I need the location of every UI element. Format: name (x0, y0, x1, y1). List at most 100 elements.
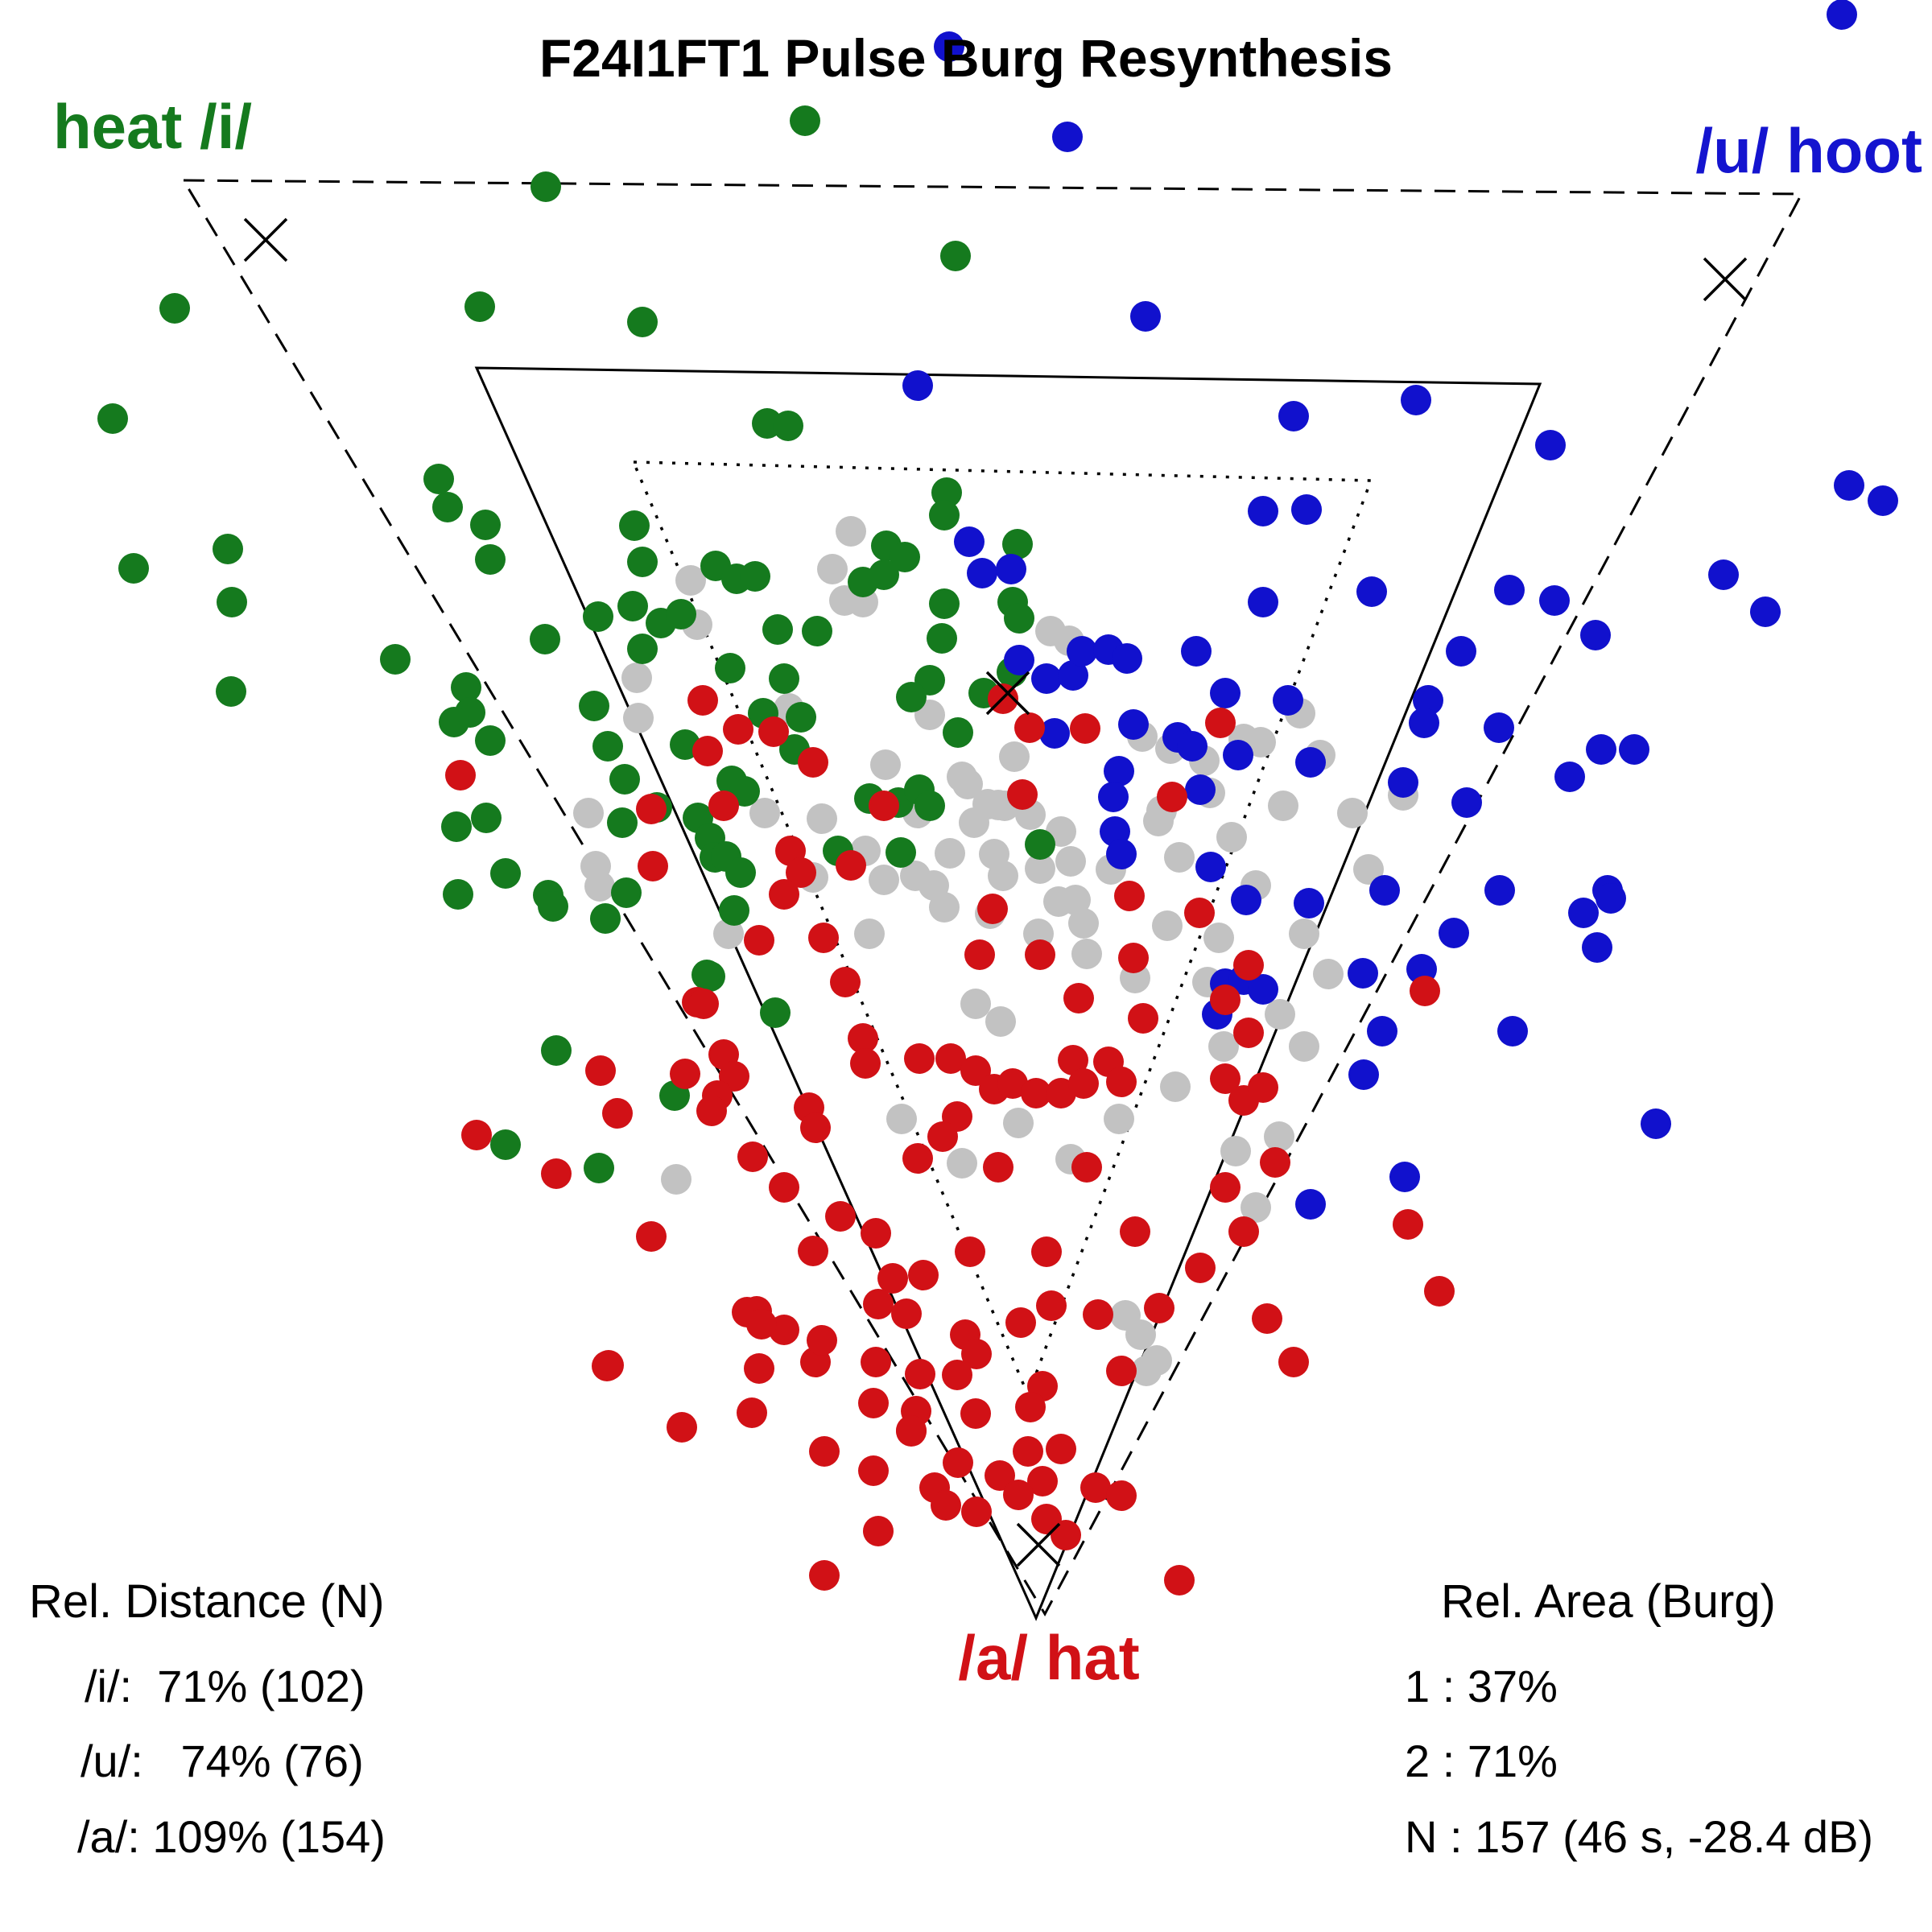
data-point-hoot-u (1112, 643, 1142, 674)
data-point-heat-i (890, 542, 920, 572)
data-point-hat-a (696, 1096, 727, 1126)
data-point-hat-a (1424, 1276, 1455, 1307)
data-point-resynthesis-N (1071, 939, 1102, 969)
data-point-hoot-u (1586, 734, 1616, 765)
data-point-hat-a (955, 1236, 985, 1267)
data-point-heat-i (790, 105, 820, 136)
data-point-heat-i (1004, 603, 1034, 634)
rel-area-heading: Rel. Area (Burg) (1441, 1575, 1776, 1628)
data-point-hoot-u (1834, 470, 1864, 501)
data-point-hat-a (902, 1143, 933, 1174)
data-point-heat-i (590, 903, 621, 934)
data-point-hat-a (1106, 1356, 1137, 1386)
data-point-hat-a (960, 1398, 991, 1429)
data-point-hat-a (985, 1460, 1015, 1491)
data-point-hat-a (825, 1201, 856, 1232)
data-point-hat-a (1005, 1307, 1036, 1338)
data-point-heat-i (490, 858, 521, 889)
data-point-heat-i (611, 877, 642, 908)
rel-distance-row-i: /i/: 71% (102) (85, 1661, 365, 1711)
data-point-hat-a (800, 1113, 831, 1143)
data-point-hat-a (1068, 1068, 1099, 1099)
data-point-hat-a (943, 1447, 973, 1478)
data-point-hat-a (1128, 1003, 1158, 1034)
data-point-heat-i (627, 547, 658, 577)
data-point-resynthesis-N (1025, 853, 1055, 884)
data-point-resynthesis-N (1289, 919, 1319, 949)
data-point-hat-a (1120, 1216, 1150, 1247)
data-point-hat-a (931, 1490, 961, 1521)
data-point-heat-i (541, 1035, 572, 1066)
mean-cross-marker (243, 217, 288, 262)
data-point-hoot-u (1708, 559, 1739, 590)
data-point-hat-a (1071, 1152, 1102, 1183)
data-point-heat-i (97, 403, 128, 434)
data-point-heat-i (1002, 529, 1033, 559)
data-point-hat-a (1031, 1236, 1062, 1267)
data-point-heat-i (432, 492, 463, 522)
data-point-hat-a (861, 1347, 891, 1377)
data-point-hoot-u (1348, 958, 1378, 989)
data-point-resynthesis-N (1337, 798, 1368, 828)
data-point-hat-a (850, 1048, 881, 1079)
data-point-resynthesis-N (1003, 1108, 1034, 1138)
data-point-hat-a (848, 1023, 878, 1054)
data-point-hat-a (585, 1055, 616, 1086)
data-point-hoot-u (1185, 774, 1216, 805)
data-point-heat-i (118, 553, 149, 584)
data-point-heat-i (470, 510, 501, 540)
data-point-hoot-u (1539, 585, 1570, 616)
data-point-heat-i (490, 1129, 521, 1160)
data-point-hoot-u (1497, 1016, 1528, 1046)
data-point-heat-i (715, 653, 745, 683)
data-point-hoot-u (1369, 875, 1400, 906)
data-point-hoot-u (1130, 301, 1161, 332)
data-point-hat-a (602, 1098, 633, 1129)
data-point-hat-a (1058, 1045, 1088, 1075)
data-point-resynthesis-N (1152, 910, 1183, 941)
data-point-hoot-u (1827, 0, 1857, 30)
data-point-hat-a (927, 1121, 958, 1152)
data-point-resynthesis-N (807, 803, 837, 834)
chart-title: F24I1FT1 Pulse Burg Resynthesis (539, 28, 1393, 88)
data-point-resynthesis-N (1353, 854, 1384, 885)
data-point-hoot-u (1389, 1162, 1420, 1192)
data-point-heat-i (929, 588, 960, 619)
data-point-hat-a (1025, 939, 1055, 970)
data-point-resynthesis-N (1241, 1192, 1271, 1223)
data-point-resynthesis-N (749, 798, 780, 828)
data-point-resynthesis-N (886, 1104, 917, 1134)
data-point-heat-i (592, 731, 623, 762)
data-point-heat-i (740, 561, 770, 592)
data-point-hat-a (758, 716, 789, 747)
data-point-hat-a (891, 1298, 922, 1329)
data-point-heat-i (475, 544, 506, 575)
data-point-heat-i (441, 811, 472, 842)
data-point-heat-i (929, 500, 960, 530)
data-point-resynthesis-N (1160, 1071, 1191, 1102)
data-point-hat-a (1106, 1480, 1137, 1511)
data-point-hat-a (863, 1516, 894, 1546)
data-point-heat-i (719, 895, 749, 926)
data-point-heat-i (579, 691, 609, 721)
series-hat-a (445, 683, 1455, 1596)
data-point-hoot-u (1118, 709, 1149, 740)
data-point-hat-a (687, 685, 718, 716)
data-point-hat-a (1021, 1078, 1051, 1108)
data-point-hat-a (1070, 713, 1100, 744)
data-point-resynthesis-N (623, 703, 654, 733)
data-point-resynthesis-N (869, 865, 899, 895)
data-point-hat-a (1051, 1520, 1081, 1550)
data-point-heat-i (380, 644, 411, 675)
data-point-resynthesis-N (988, 861, 1018, 891)
data-point-hat-a (1106, 1067, 1137, 1097)
data-point-heat-i (213, 534, 243, 564)
data-point-hoot-u (1388, 767, 1418, 798)
data-point-hoot-u (1367, 1016, 1397, 1046)
data-point-hat-a (1046, 1434, 1076, 1464)
data-point-hat-a (744, 1353, 774, 1384)
mean-cross-marker (985, 671, 1030, 716)
data-point-hoot-u (1596, 883, 1626, 914)
series-heat-i (97, 105, 1055, 1183)
data-point-hat-a (636, 794, 667, 824)
